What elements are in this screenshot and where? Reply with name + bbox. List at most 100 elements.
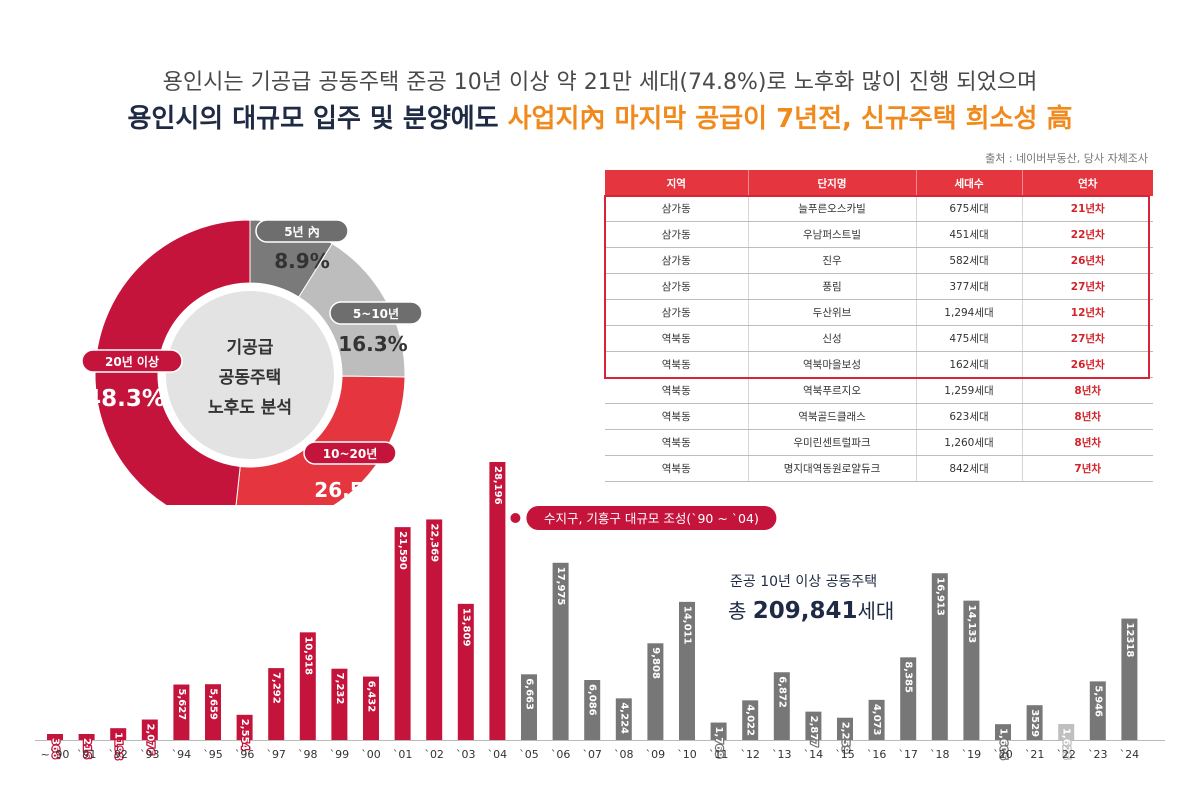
bar — [995, 724, 1011, 740]
table-header-cell: 단지명 — [748, 170, 917, 196]
table-cell-complex: 늘푸른오스카빌 — [748, 196, 917, 222]
donut-slice-value: 26.5% — [314, 478, 383, 502]
table-row: 역북동 역북마을보성 162세대 26년차 — [605, 351, 1153, 378]
bar-value-label: 2,877 — [808, 716, 819, 748]
bar-value-label: 216 — [81, 738, 92, 759]
x-tick-label: `04 — [488, 748, 508, 761]
x-tick-label: `16 — [867, 748, 887, 761]
bar-value-label: 9,808 — [650, 647, 661, 679]
bar — [868, 699, 885, 740]
table-row: 삼가동 풍림 377세대 27년차 — [605, 273, 1153, 300]
bar — [584, 679, 601, 740]
bar-value-label: 5,627 — [176, 689, 187, 721]
x-tick-label: `00 — [361, 748, 381, 761]
bar-value-label: 6,872 — [776, 676, 787, 708]
x-tick-label: `03 — [456, 748, 476, 761]
x-tick-label: `02 — [424, 748, 444, 761]
bar — [963, 600, 980, 740]
bar-value-label: 4,022 — [745, 704, 756, 736]
bar — [363, 676, 379, 740]
summary-total-prefix: 총 — [728, 599, 753, 623]
table-cell-age: 26년차 — [1022, 351, 1153, 378]
table-cell-age: 8년차 — [1022, 403, 1153, 430]
table-cell-region: 역북동 — [605, 455, 749, 482]
table-cell-units: 1,260세대 — [916, 429, 1023, 456]
donut-label-pill — [255, 219, 349, 243]
table-cell-region: 삼가동 — [605, 247, 749, 274]
table-cell-region: 역북동 — [605, 429, 749, 456]
table-cell-age: 12년차 — [1022, 299, 1153, 326]
x-tick-label: `23 — [1088, 748, 1108, 761]
table-cell-units: 162세대 — [916, 351, 1023, 378]
table-cell-age: 8년차 — [1022, 429, 1153, 456]
headline-line2-prefix: 용인시의 대규모 입주 및 분양에도 — [127, 104, 508, 134]
x-tick-label: `98 — [298, 748, 318, 761]
donut-label-pill — [81, 349, 183, 373]
table-cell-age: 27년차 — [1022, 325, 1153, 352]
table-cell-complex: 우미린센트럴파크 — [748, 429, 917, 456]
donut-slice-label: 10~20년 — [323, 447, 378, 461]
bar-value-label: 16,913 — [934, 577, 945, 616]
table-cell-age: 27년차 — [1022, 273, 1153, 300]
donut-slice-value: 16.3% — [338, 332, 407, 356]
bar — [1089, 681, 1106, 740]
x-tick-label: `14 — [804, 748, 824, 761]
table-header-row: 지역 단지명 세대수 연차 — [605, 170, 1153, 196]
bar — [78, 734, 95, 740]
x-tick-label: ~`90 — [41, 748, 70, 761]
table-cell-complex: 역북푸르지오 — [748, 377, 917, 404]
bar-value-label: 28,196 — [492, 466, 503, 505]
bar — [1058, 723, 1075, 740]
table-cell-age: 7년차 — [1022, 455, 1153, 482]
bar-value-label: 13,809 — [460, 608, 471, 647]
x-tick-label: `91 — [77, 748, 97, 761]
table-cell-complex: 명지대역동원로얄듀크 — [748, 455, 917, 482]
bar — [647, 643, 664, 740]
x-tick-label: `22 — [1056, 748, 1076, 761]
table-cell-region: 삼가동 — [605, 299, 749, 326]
table-cell-complex: 진우 — [748, 247, 917, 274]
table-cell-region: 역북동 — [605, 351, 749, 378]
table-cell-units: 1,259세대 — [916, 377, 1023, 404]
x-tick-label: `94 — [172, 748, 192, 761]
table-cell-units: 623세대 — [916, 403, 1023, 430]
x-tick-label: `19 — [962, 748, 982, 761]
bar — [299, 632, 316, 740]
bar — [805, 711, 822, 740]
table-cell-units: 582세대 — [916, 247, 1023, 274]
x-tick-label: `93 — [140, 748, 160, 761]
table-cell-region: 삼가동 — [605, 221, 749, 248]
x-tick-label: `18 — [930, 748, 950, 761]
bar-value-label: 5,659 — [208, 688, 219, 720]
bar — [679, 601, 695, 740]
x-tick-label: `15 — [835, 748, 855, 761]
x-tick-label: `12 — [740, 748, 760, 761]
table-cell-units: 451세대 — [916, 221, 1023, 248]
bar-value-label: 14,133 — [966, 605, 977, 644]
x-tick-label: `11 — [709, 748, 729, 761]
x-tick-label: `20 — [993, 748, 1013, 761]
table-row: 삼가동 두산위브 1,294세대 12년차 — [605, 299, 1153, 326]
x-tick-label: `09 — [646, 748, 666, 761]
donut-center-label: 기공급 — [227, 338, 274, 358]
x-tick-label: `05 — [519, 748, 539, 761]
summary-total-value: 209,841 — [753, 598, 858, 624]
bar — [615, 698, 632, 740]
headline-line2: 용인시의 대규모 입주 및 분양에도 사업지內 마지막 공급이 7년전, 신규주… — [0, 98, 1200, 135]
bar — [268, 668, 285, 740]
bar — [931, 573, 948, 740]
donut-slice-label: 5~10년 — [353, 307, 399, 321]
bar-value-label: 5,946 — [1092, 685, 1103, 717]
bar — [236, 714, 253, 740]
x-tick-label: `21 — [1025, 748, 1045, 761]
bar — [1026, 705, 1043, 740]
table-cell-units: 475세대 — [916, 325, 1023, 352]
x-tick-label: `07 — [582, 748, 602, 761]
bar-value-label: 1,605 — [998, 728, 1009, 760]
bar-value-label: 14,011 — [682, 606, 693, 645]
x-tick-label: `06 — [551, 748, 571, 761]
bar — [489, 462, 506, 740]
table-cell-region: 삼가동 — [605, 196, 749, 222]
bar — [47, 734, 63, 740]
bar-value-label: 4,224 — [618, 702, 629, 734]
